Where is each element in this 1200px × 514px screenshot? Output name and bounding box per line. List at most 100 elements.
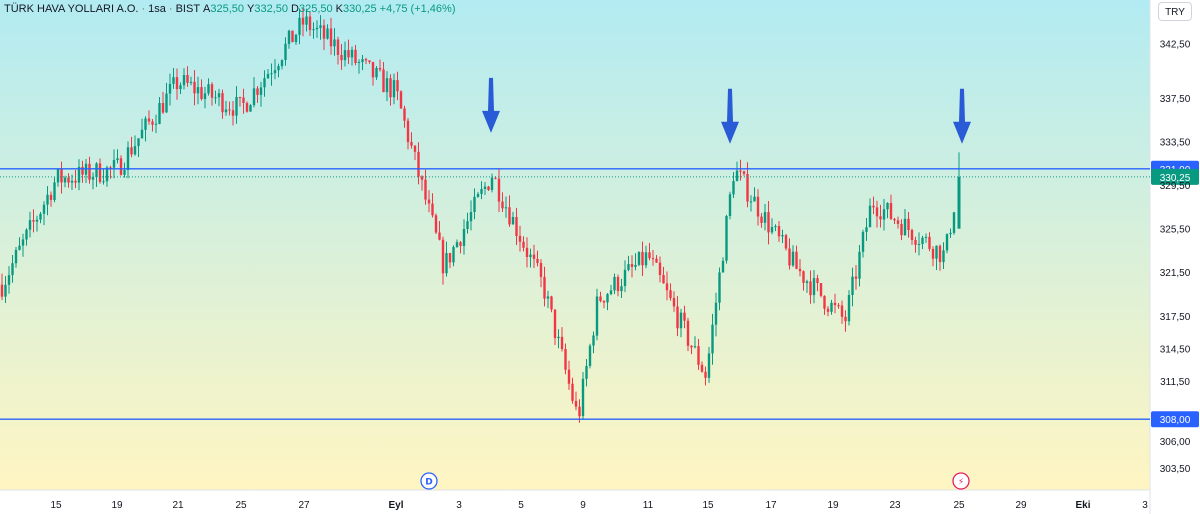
candle-body <box>753 196 756 202</box>
price-tick-label: 329,50 <box>1160 181 1191 192</box>
candle-body <box>196 87 200 94</box>
currency-button[interactable]: TRY <box>1158 2 1192 21</box>
candle-body <box>14 249 18 264</box>
candle-body <box>522 241 525 248</box>
horizontal-line-price-label: 308,00 <box>1160 415 1191 426</box>
candle-body <box>420 176 424 180</box>
candle-body <box>312 29 315 31</box>
price-tick-label: 314,50 <box>1160 344 1191 355</box>
candle-body <box>567 369 571 384</box>
candle-body <box>434 215 438 233</box>
candle-body <box>130 147 133 155</box>
candle-body <box>277 66 280 71</box>
candle-body <box>837 305 840 307</box>
candle-body <box>144 118 147 130</box>
candle-body <box>914 240 917 245</box>
candle-body <box>798 268 802 272</box>
candle-body <box>221 93 224 113</box>
candle-body <box>116 158 119 161</box>
candle-body <box>382 69 385 93</box>
candle-body <box>105 167 109 182</box>
interval-label[interactable]: 1sa <box>148 3 166 15</box>
last-price-label: 330,25 <box>1160 173 1191 184</box>
arrows-layer <box>482 77 971 144</box>
candle-body <box>301 17 305 25</box>
price-tick-label: 337,50 <box>1160 94 1191 105</box>
candle-body <box>252 88 256 106</box>
legend-separator: · <box>168 3 173 15</box>
candle-body <box>49 194 53 200</box>
candle-body <box>319 25 322 28</box>
candle-body <box>504 207 508 209</box>
candle-body <box>774 226 777 228</box>
candle-body <box>641 251 644 266</box>
time-axis-background <box>0 490 1150 514</box>
candle-body <box>60 169 63 183</box>
candle-body <box>770 227 774 233</box>
down-arrow-annotation[interactable] <box>721 88 739 144</box>
open-value: 325,50 <box>210 3 245 15</box>
low-value: 325,50 <box>299 3 333 15</box>
candle-body <box>424 179 427 200</box>
candles-layer <box>0 7 961 423</box>
candle-body <box>371 62 375 78</box>
candle-body <box>557 336 560 339</box>
change-value: +4,75 (+1,46%) <box>379 3 456 15</box>
time-tick-label: 21 <box>172 500 184 511</box>
candle-body <box>777 226 781 237</box>
time-tick-label: Eki <box>1075 500 1090 511</box>
candle-body <box>721 260 725 273</box>
candle-body <box>364 59 368 61</box>
earnings-marker[interactable] <box>952 472 970 490</box>
candle-body <box>620 286 623 292</box>
candle-body <box>676 306 679 329</box>
candle-body <box>802 271 805 283</box>
down-arrow-annotation[interactable] <box>953 88 971 144</box>
candle-body <box>564 349 567 370</box>
candle-body <box>812 278 816 296</box>
candle-body <box>119 158 123 175</box>
candle-body <box>847 295 851 322</box>
candle-body <box>613 276 616 291</box>
candle-body <box>924 236 928 238</box>
candle-body <box>438 232 441 240</box>
exchange-label: BIST <box>175 3 201 15</box>
candle-body <box>375 68 378 78</box>
candle-body <box>336 39 340 55</box>
candle-body <box>886 203 889 210</box>
candle-body <box>25 229 28 240</box>
down-arrow-annotation[interactable] <box>482 77 500 133</box>
candle-body <box>784 235 788 249</box>
candle-body <box>637 251 641 265</box>
candle-body <box>679 312 683 329</box>
candle-body <box>91 177 95 180</box>
candle-body <box>88 163 91 180</box>
candle-body <box>158 103 161 124</box>
candle-body <box>480 189 483 194</box>
candle-body <box>256 88 259 95</box>
candle-body <box>165 93 168 113</box>
symbol-legend: TÜRK HAVA YOLLARI A.O. · 1sa · BIST A 325… <box>4 3 456 15</box>
candle-body <box>861 231 865 252</box>
event-markers-layer: D ⚡ <box>420 472 970 490</box>
candle-body <box>553 309 557 339</box>
candle-body <box>907 218 910 230</box>
candle-body <box>172 77 175 84</box>
symbol-name[interactable]: TÜRK HAVA YOLLARI A.O. <box>4 3 139 15</box>
dividend-marker[interactable] <box>420 472 438 490</box>
candle-body <box>427 199 431 204</box>
candle-body <box>98 163 102 182</box>
candle-body <box>494 177 497 179</box>
candle-body <box>574 400 578 407</box>
candle-body <box>154 123 158 125</box>
candle-body <box>644 252 648 266</box>
candle-body <box>508 207 511 225</box>
candle-body <box>893 218 896 221</box>
candle-body <box>11 263 14 276</box>
candle-body <box>945 234 949 251</box>
candle-body <box>525 247 529 257</box>
candle-body <box>210 84 214 98</box>
candle-body <box>473 196 476 212</box>
candle-body <box>602 300 606 303</box>
